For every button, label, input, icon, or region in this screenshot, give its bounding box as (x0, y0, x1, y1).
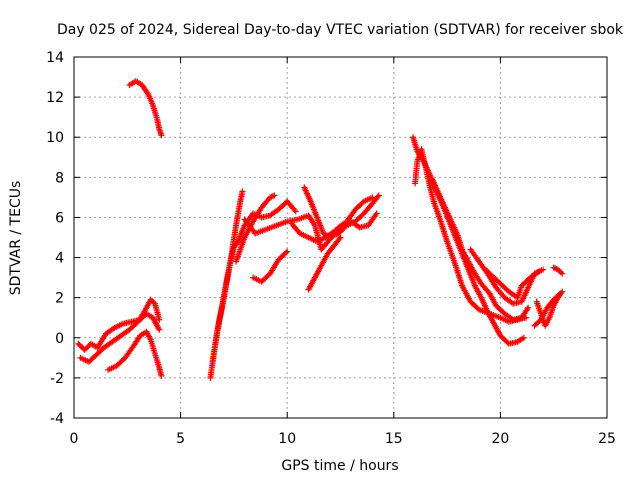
data-point (540, 266, 547, 273)
series-arc-1 (75, 310, 163, 353)
series-arc-4 (126, 78, 165, 139)
y-tick-label: 10 (46, 130, 64, 146)
x-tick-label: 0 (70, 431, 79, 447)
data-point (369, 194, 376, 201)
data-point (336, 235, 343, 242)
series-arc-11 (301, 184, 382, 241)
x-tick-label: 20 (491, 431, 509, 447)
data-point (284, 248, 291, 255)
y-tick-label: 4 (55, 251, 64, 267)
y-tick-label: 14 (46, 50, 64, 66)
y-tick-label: 8 (55, 170, 64, 186)
series-arc-7 (233, 192, 278, 265)
series-arc-15 (429, 176, 532, 323)
series-arc-3 (105, 328, 165, 379)
data-point (375, 192, 382, 199)
data-point (559, 270, 566, 277)
y-tick-label: 12 (46, 90, 64, 106)
axis-ticks (73, 56, 608, 419)
series-arc-17 (480, 264, 542, 301)
series-arc-9 (250, 248, 291, 285)
data-point (535, 268, 542, 275)
data-point (156, 326, 163, 333)
data-point (282, 249, 289, 256)
data-series (75, 78, 566, 381)
data-point (374, 193, 381, 200)
series-arc-20 (550, 264, 566, 277)
y-axis-label: SDTVAR / TECUs (8, 181, 24, 296)
x-tick-label: 25 (598, 431, 616, 447)
y-tick-labels: -4 -2 0 2 4 6 8 10 12 14 (46, 50, 64, 427)
data-point (156, 316, 163, 323)
series-arc-12 (305, 234, 344, 293)
plot-frame (73, 56, 608, 419)
data-point (555, 291, 562, 298)
data-point (158, 372, 165, 379)
y-tick-label: 2 (55, 291, 64, 307)
chart-title: Day 025 of 2024, Sidereal Day-to-day VTE… (57, 22, 624, 38)
data-point (373, 210, 380, 217)
data-point (271, 192, 278, 199)
x-tick-label: 5 (176, 431, 185, 447)
x-tick-labels: 0 5 10 15 20 25 (70, 431, 616, 447)
data-point (557, 290, 564, 297)
x-tick-label: 10 (278, 431, 296, 447)
x-tick-label: 15 (385, 431, 403, 447)
grid-lines (74, 57, 607, 418)
y-tick-label: -4 (50, 411, 64, 427)
data-point (239, 188, 246, 195)
data-point (525, 304, 532, 311)
y-tick-label: 0 (55, 331, 64, 347)
series-arc-10 (288, 210, 380, 245)
data-point (158, 132, 165, 139)
data-point (337, 234, 344, 241)
x-axis-label: GPS time / hours (281, 458, 398, 474)
data-point (520, 334, 527, 341)
data-point (269, 193, 276, 200)
series-arc-2 (77, 296, 163, 365)
y-tick-label: 6 (55, 210, 64, 226)
series-arc-19 (531, 290, 564, 329)
y-tick-label: -2 (50, 371, 64, 387)
data-point (292, 208, 299, 215)
